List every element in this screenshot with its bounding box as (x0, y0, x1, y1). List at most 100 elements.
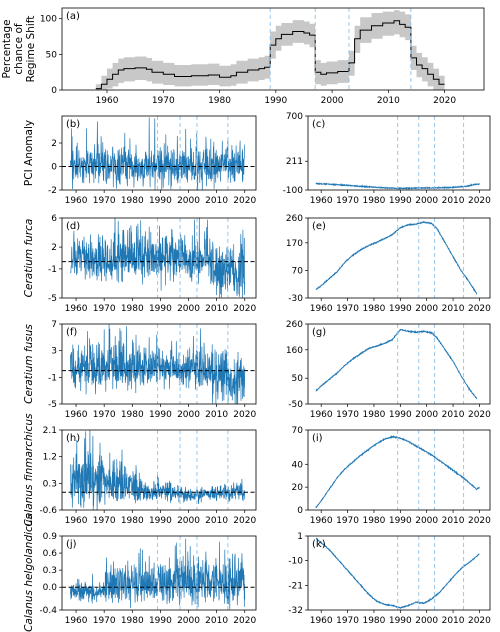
panel-label-d: (d) (66, 221, 80, 232)
x-tick-label-f-6: 2020 (233, 410, 256, 420)
x-tick-label-i-2: 1980 (362, 516, 385, 526)
x-tick-label-f-3: 1990 (149, 410, 172, 420)
y-axis-label-j: Calanus helgolandicus (23, 514, 35, 632)
panel-a: 1960 1970 1980 1990 2000 2010 2020 0 50 100 (a) Per… (1, 7, 485, 106)
axes-frame-j (61, 535, 257, 611)
x-tick-label-e-5: 2010 (442, 304, 465, 314)
y-tick-label-a-1: 50 (46, 50, 58, 60)
axes-frame-b (61, 115, 257, 191)
panel-k: 1960 1970 1980 1990 2000 2010 2020 -32 -21 -10 1 (k… (288, 532, 491, 626)
x-tick-label-f-4: 2000 (177, 410, 200, 420)
panel-label-c: (c) (312, 119, 325, 130)
axes-frame-c (307, 115, 491, 191)
panel-g: 1960 1970 1980 1990 2000 2010 2020 -50 50 160 260 (… (286, 320, 491, 420)
x-tick-label-g-3: 1990 (389, 410, 412, 420)
y-tick-label-b-0: -2 (48, 186, 57, 196)
panel-f: 1960 1970 1980 1990 2000 2010 2020 -5 -1 3 7 (f) Cer… (23, 320, 256, 420)
x-tick-label-j-3: 1990 (149, 616, 172, 626)
panel-label-j: (j) (66, 539, 77, 550)
x-tick-label-k-4: 2000 (415, 616, 438, 626)
y-tick-label-j-0: -0.4 (39, 606, 57, 616)
panel-label-h: (h) (66, 433, 80, 444)
x-tick-label-b-5: 2010 (205, 196, 228, 206)
y-axis-label-a-1: chance of (13, 23, 25, 75)
axes-frame-a (61, 7, 485, 91)
x-tick-label-c-5: 2010 (442, 196, 465, 206)
axes-frame-g (307, 323, 491, 405)
x-tick-label-i-5: 2010 (442, 516, 465, 526)
y-tick-label-k-0: -32 (288, 606, 303, 616)
x-tick-label-h-1: 1970 (93, 516, 116, 526)
x-tick-label-b-2: 1980 (121, 196, 144, 206)
y-tick-label-f-1: -1 (48, 373, 57, 383)
x-tick-label-i-6: 2020 (468, 516, 491, 526)
x-tick-label-d-0: 1960 (65, 304, 88, 314)
y-tick-label-h-3: 2.1 (43, 426, 57, 436)
y-tick-label-b-2: 2 (51, 139, 57, 149)
y-tick-label-j-4: 0.9 (43, 532, 58, 542)
x-tick-label-h-2: 1980 (121, 516, 144, 526)
y-tick-label-e-0: -30 (288, 294, 303, 304)
x-tick-label-f-0: 1960 (65, 410, 88, 420)
y-axis-label-a-2: Regime Shift (25, 16, 37, 83)
x-tick-label-e-3: 1990 (389, 304, 412, 314)
panel-c: 1960 1970 1980 1990 2000 2010 2020 -100 211 700 (c… (283, 112, 492, 206)
y-tick-label-f-3: 7 (51, 320, 57, 330)
x-tick-label-d-3: 1990 (149, 304, 172, 314)
axes-frame-h (61, 429, 257, 511)
x-tick-label-a-1: 1970 (152, 96, 175, 106)
x-tick-label-e-6: 2020 (468, 304, 491, 314)
panel-label-k: (k) (312, 539, 326, 550)
x-tick-label-c-6: 2020 (468, 196, 491, 206)
panel-label-e: (e) (312, 221, 326, 232)
y-tick-label-j-2: 0.3 (43, 566, 57, 576)
panel-j: 1960 1970 1980 1990 2000 2010 2020 -0.4 0.0 0.3 0.… (23, 514, 256, 632)
y-tick-label-e-1: 70 (292, 266, 304, 276)
series-median-a (95, 20, 445, 90)
y-axis-label-a-0: Percentage (1, 19, 13, 78)
series-cumulative-g (315, 328, 478, 400)
x-tick-label-e-4: 2000 (415, 304, 438, 314)
panel-e: 1960 1970 1980 1990 2000 2010 2020 -30 70 170 260 (… (286, 214, 491, 314)
panel-label-i: (i) (312, 433, 323, 444)
x-tick-label-a-5: 2010 (377, 96, 400, 106)
y-tick-label-k-3: 1 (297, 532, 303, 542)
y-tick-label-b-1: 0 (51, 163, 57, 173)
y-axis-label-d: Ceratium furca (23, 219, 35, 298)
y-tick-label-g-2: 160 (286, 346, 303, 356)
x-tick-label-g-2: 1980 (362, 410, 385, 420)
y-tick-label-j-3: 0.6 (43, 549, 58, 559)
x-tick-label-k-3: 1990 (389, 616, 412, 626)
x-tick-label-g-6: 2020 (468, 410, 491, 420)
x-tick-label-d-5: 2010 (205, 304, 228, 314)
x-tick-label-e-0: 1960 (310, 304, 333, 314)
x-tick-label-b-0: 1960 (65, 196, 88, 206)
y-tick-label-e-3: 260 (286, 214, 303, 224)
y-tick-label-i-1: 20 (292, 483, 304, 493)
x-tick-label-a-6: 2020 (433, 96, 456, 106)
y-tick-label-d-0: -5 (48, 294, 57, 304)
y-tick-label-i-0: 0 (297, 506, 303, 516)
y-tick-label-f-2: 3 (51, 347, 57, 357)
x-tick-label-e-2: 1980 (362, 304, 385, 314)
axes-frame-d (61, 217, 257, 299)
y-axis-label-b: PCI Anomaly (23, 120, 35, 186)
y-tick-label-h-0: -0.6 (39, 506, 57, 516)
x-tick-label-h-3: 1990 (149, 516, 172, 526)
y-tick-label-c-0: -100 (283, 186, 304, 196)
x-tick-label-d-2: 1980 (121, 304, 144, 314)
x-tick-label-a-3: 1990 (264, 96, 287, 106)
panel-b: 1960 1970 1980 1990 2000 2010 2020 -2 0 2 (b) PCI A… (23, 115, 257, 206)
y-tick-label-c-1: 211 (286, 157, 303, 167)
y-tick-label-a-2: 100 (40, 15, 57, 25)
y-tick-label-d-3: 6 (51, 214, 57, 224)
y-tick-label-j-1: 0.0 (43, 583, 58, 593)
x-tick-label-j-0: 1960 (65, 616, 88, 626)
x-tick-label-f-5: 2010 (205, 410, 228, 420)
x-tick-label-j-2: 1980 (121, 616, 144, 626)
axes-frame-f (61, 323, 257, 405)
y-tick-label-f-0: -5 (48, 400, 57, 410)
x-tick-label-g-1: 1970 (336, 410, 359, 420)
x-tick-label-a-0: 1960 (96, 96, 119, 106)
